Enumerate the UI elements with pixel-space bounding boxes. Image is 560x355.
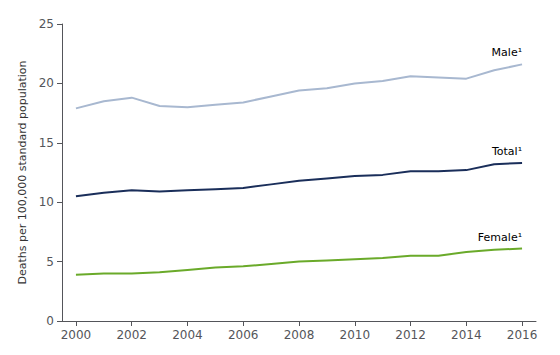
svg-text:2008: 2008 bbox=[284, 328, 315, 342]
svg-text:2010: 2010 bbox=[339, 328, 370, 342]
svg-text:2014: 2014 bbox=[451, 328, 482, 342]
svg-text:10: 10 bbox=[39, 195, 54, 209]
svg-text:0: 0 bbox=[46, 314, 54, 328]
svg-text:2004: 2004 bbox=[172, 328, 203, 342]
svg-text:Total¹: Total¹ bbox=[491, 145, 522, 158]
svg-text:2012: 2012 bbox=[395, 328, 426, 342]
svg-text:Deaths per 100,000 standard po: Deaths per 100,000 standard population bbox=[16, 60, 29, 284]
svg-text:Male¹: Male¹ bbox=[492, 46, 522, 59]
svg-text:2002: 2002 bbox=[116, 328, 147, 342]
svg-text:15: 15 bbox=[39, 136, 54, 150]
svg-text:5: 5 bbox=[46, 255, 54, 269]
svg-text:2000: 2000 bbox=[61, 328, 92, 342]
svg-text:2006: 2006 bbox=[228, 328, 259, 342]
svg-text:25: 25 bbox=[39, 17, 54, 31]
svg-text:Female¹: Female¹ bbox=[478, 231, 522, 244]
svg-text:2016: 2016 bbox=[507, 328, 538, 342]
svg-text:20: 20 bbox=[39, 76, 54, 90]
